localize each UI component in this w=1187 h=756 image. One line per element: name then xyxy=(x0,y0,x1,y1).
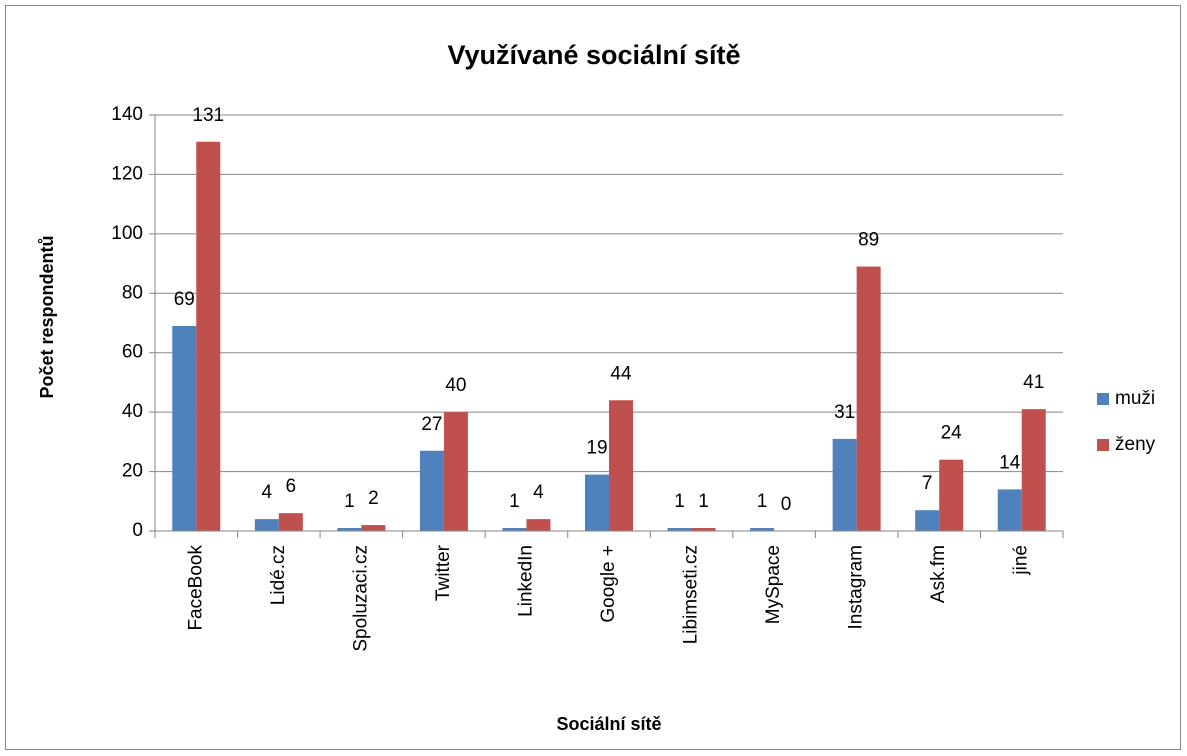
bar xyxy=(667,528,692,531)
data-label: 1 xyxy=(509,491,520,512)
y-tick-label: 40 xyxy=(122,401,143,422)
bar xyxy=(361,525,386,531)
data-label: 31 xyxy=(834,402,855,423)
chart-title: Využívané sociální sítě xyxy=(447,40,740,70)
data-label: 27 xyxy=(421,414,442,435)
y-tick-label: 140 xyxy=(111,104,143,125)
bar xyxy=(172,325,197,531)
data-label: 7 xyxy=(922,473,933,494)
data-label: 131 xyxy=(192,105,224,126)
y-tick-label: 20 xyxy=(122,461,143,482)
bar xyxy=(443,412,468,531)
bar xyxy=(939,459,964,531)
data-label: 6 xyxy=(286,476,297,497)
x-tick-label: Instagram xyxy=(846,545,867,629)
y-tick-label: 120 xyxy=(111,163,143,184)
x-tick-label: LinkedIn xyxy=(515,545,536,617)
bar xyxy=(691,528,716,531)
bar xyxy=(750,528,775,531)
data-label: 14 xyxy=(999,452,1021,473)
data-label: 2 xyxy=(368,488,379,509)
x-tick-label: Google + xyxy=(598,545,619,623)
bar xyxy=(997,489,1022,531)
legend-label: muži xyxy=(1115,388,1155,409)
y-tick-label: 0 xyxy=(132,520,143,541)
x-tick-label: FaceBook xyxy=(185,545,206,631)
bar xyxy=(526,519,551,531)
x-axis-label: Sociální sítě xyxy=(556,714,661,734)
bar xyxy=(832,438,857,531)
legend-swatch xyxy=(1097,439,1109,451)
y-tick-label: 80 xyxy=(122,282,143,303)
bar xyxy=(419,450,444,531)
data-label: 40 xyxy=(445,375,466,396)
data-label: 24 xyxy=(941,423,963,444)
data-label: 1 xyxy=(674,491,685,512)
bar xyxy=(585,474,609,531)
x-tick-label: Spoluzaci.cz xyxy=(350,545,371,652)
data-label: 44 xyxy=(610,363,632,384)
x-tick-label: Lidé.cz xyxy=(268,545,289,605)
bar xyxy=(502,528,527,531)
bar xyxy=(609,400,633,531)
y-axis-label: Počet respondentů xyxy=(37,235,57,398)
data-label: 1 xyxy=(698,491,709,512)
bar xyxy=(915,510,940,531)
data-label: 1 xyxy=(344,491,355,512)
data-label: 69 xyxy=(174,289,195,310)
x-tick-label: Ask.fm xyxy=(928,545,949,603)
x-tick-label: MySpace xyxy=(763,545,784,624)
bar xyxy=(337,528,362,531)
bar xyxy=(196,141,221,531)
x-tick-label: Libimseti.cz xyxy=(681,545,702,644)
x-tick-label: Twitter xyxy=(433,544,454,601)
legend-label: ženy xyxy=(1115,434,1156,455)
bar xyxy=(254,519,279,531)
data-label: 89 xyxy=(858,230,879,251)
y-tick-label: 60 xyxy=(122,342,143,363)
x-tick-label: jiné xyxy=(1011,545,1032,576)
data-label: 0 xyxy=(781,494,792,515)
bar xyxy=(1021,409,1046,531)
y-tick-label: 100 xyxy=(111,223,143,244)
data-label: 4 xyxy=(533,482,544,503)
data-label: 1 xyxy=(757,491,768,512)
data-label: 19 xyxy=(586,438,607,459)
data-label: 41 xyxy=(1023,372,1044,393)
legend-swatch xyxy=(1097,393,1109,405)
data-label: 4 xyxy=(262,482,273,503)
bar xyxy=(278,513,303,531)
bar xyxy=(856,266,881,531)
